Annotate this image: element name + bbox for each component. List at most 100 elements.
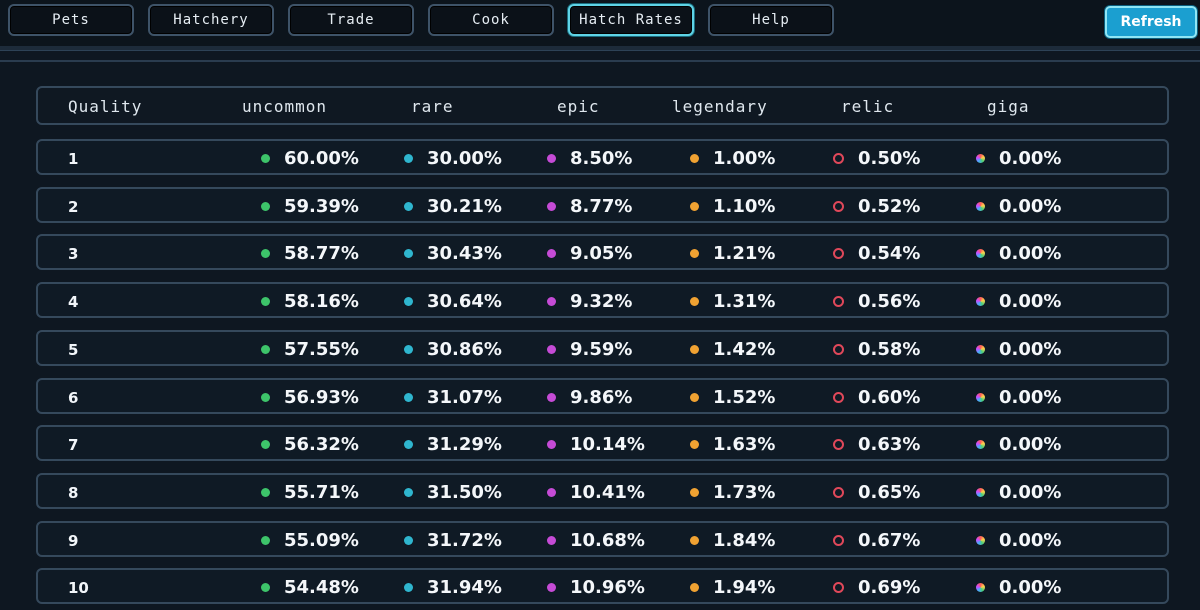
quality-cell: 2 — [68, 198, 79, 216]
rare-gem-icon — [404, 535, 413, 545]
rare-rate-cell: 30.43% — [404, 242, 502, 264]
rare-gem-icon — [404, 582, 413, 592]
legendary-rate-cell: 1.84% — [690, 529, 775, 551]
relic-rate-cell: 0.69% — [833, 576, 920, 598]
tab-hatchery[interactable]: Hatchery — [148, 4, 274, 36]
uncommon-rate-value: 55.09% — [284, 529, 359, 551]
epic-rate-value: 10.96% — [570, 576, 645, 598]
giga-rate-value: 0.00% — [999, 290, 1062, 312]
table-row: 8 55.71% 31.50% 10.41% 1.73% 0.65% 0.00% — [36, 473, 1169, 509]
table-row: 2 59.39% 30.21% 8.77% 1.10% 0.52% 0.00% — [36, 187, 1169, 223]
epic-rate-value: 10.41% — [570, 481, 645, 503]
tab-cook[interactable]: Cook — [428, 4, 554, 36]
rare-gem-icon — [404, 487, 413, 497]
relic-rate-value: 0.56% — [858, 290, 921, 312]
relic-rate-value: 0.69% — [858, 576, 921, 598]
rare-rate-cell: 30.86% — [404, 338, 502, 360]
quality-cell: 7 — [68, 436, 79, 454]
uncommon-gem-icon — [261, 439, 270, 449]
epic-rate-value: 10.14% — [570, 433, 645, 455]
uncommon-rate-cell: 55.09% — [261, 529, 359, 551]
giga-rate-cell: 0.00% — [976, 386, 1061, 408]
table-row: 1 60.00% 30.00% 8.50% 1.00% 0.50% 0.00% — [36, 139, 1169, 175]
legendary-rate-value: 1.31% — [713, 290, 776, 312]
relic-rate-cell: 0.52% — [833, 195, 920, 217]
giga-gem-icon — [976, 344, 985, 354]
rare-rate-value: 31.29% — [427, 433, 502, 455]
quality-cell: 5 — [68, 341, 79, 359]
epic-rate-value: 9.86% — [570, 386, 633, 408]
uncommon-gem-icon — [261, 153, 270, 163]
quality-cell: 9 — [68, 532, 79, 550]
giga-rate-cell: 0.00% — [976, 290, 1061, 312]
legendary-rate-cell: 1.94% — [690, 576, 775, 598]
rare-gem-icon — [404, 248, 413, 258]
epic-rate-value: 8.77% — [570, 195, 633, 217]
legendary-rate-value: 1.21% — [713, 242, 776, 264]
legendary-rate-cell: 1.73% — [690, 481, 775, 503]
top-navigation-bar: Pets Hatchery Trade Cook Hatch Rates Hel… — [0, 0, 1200, 46]
rare-rate-value: 30.00% — [427, 147, 502, 169]
relic-rate-value: 0.67% — [858, 529, 921, 551]
giga-rate-cell: 0.00% — [976, 242, 1061, 264]
relic-rate-cell: 0.65% — [833, 481, 920, 503]
epic-rate-cell: 8.77% — [547, 195, 632, 217]
giga-gem-icon — [976, 392, 985, 402]
rare-rate-cell: 31.29% — [404, 433, 502, 455]
legendary-gem-icon — [690, 153, 699, 163]
rare-rate-value: 31.94% — [427, 576, 502, 598]
epic-rate-cell: 8.50% — [547, 147, 632, 169]
uncommon-rate-value: 58.77% — [284, 242, 359, 264]
column-header-rare: rare — [411, 97, 454, 116]
epic-rate-value: 8.50% — [570, 147, 633, 169]
giga-rate-value: 0.00% — [999, 481, 1062, 503]
tab-help[interactable]: Help — [708, 4, 834, 36]
legendary-rate-cell: 1.31% — [690, 290, 775, 312]
relic-gem-icon — [833, 295, 844, 307]
uncommon-rate-value: 54.48% — [284, 576, 359, 598]
epic-rate-cell: 9.59% — [547, 338, 632, 360]
uncommon-gem-icon — [261, 248, 270, 258]
uncommon-gem-icon — [261, 582, 270, 592]
legendary-gem-icon — [690, 487, 699, 497]
relic-rate-cell: 0.56% — [833, 290, 920, 312]
giga-rate-value: 0.00% — [999, 529, 1062, 551]
legendary-gem-icon — [690, 582, 699, 592]
uncommon-gem-icon — [261, 487, 270, 497]
epic-rate-cell: 9.86% — [547, 386, 632, 408]
tab-trade[interactable]: Trade — [288, 4, 414, 36]
rare-rate-value: 30.86% — [427, 338, 502, 360]
column-header-quality: Quality — [68, 97, 143, 116]
giga-gem-icon — [976, 296, 985, 306]
relic-rate-value: 0.58% — [858, 338, 921, 360]
giga-rate-value: 0.00% — [999, 242, 1062, 264]
epic-rate-cell: 10.96% — [547, 576, 645, 598]
relic-gem-icon — [833, 247, 844, 259]
epic-gem-icon — [547, 487, 556, 497]
legendary-rate-cell: 1.21% — [690, 242, 775, 264]
quality-cell: 6 — [68, 389, 79, 407]
legendary-rate-value: 1.42% — [713, 338, 776, 360]
tab-pets[interactable]: Pets — [8, 4, 134, 36]
giga-gem-icon — [976, 248, 985, 258]
rare-gem-icon — [404, 344, 413, 354]
uncommon-rate-cell: 58.16% — [261, 290, 359, 312]
giga-rate-value: 0.00% — [999, 338, 1062, 360]
legendary-rate-value: 1.10% — [713, 195, 776, 217]
table-row: 3 58.77% 30.43% 9.05% 1.21% 0.54% 0.00% — [36, 234, 1169, 270]
uncommon-rate-value: 57.55% — [284, 338, 359, 360]
column-header-legendary: legendary — [672, 97, 768, 116]
tab-hatch-rates[interactable]: Hatch Rates — [568, 4, 694, 36]
legendary-rate-value: 1.94% — [713, 576, 776, 598]
legendary-rate-value: 1.84% — [713, 529, 776, 551]
relic-gem-icon — [833, 438, 844, 450]
epic-gem-icon — [547, 392, 556, 402]
uncommon-gem-icon — [261, 535, 270, 545]
giga-gem-icon — [976, 535, 985, 545]
legendary-gem-icon — [690, 392, 699, 402]
refresh-button[interactable]: Refresh — [1105, 6, 1197, 38]
relic-gem-icon — [833, 152, 844, 164]
uncommon-rate-value: 58.16% — [284, 290, 359, 312]
uncommon-rate-cell: 55.71% — [261, 481, 359, 503]
uncommon-rate-value: 56.32% — [284, 433, 359, 455]
